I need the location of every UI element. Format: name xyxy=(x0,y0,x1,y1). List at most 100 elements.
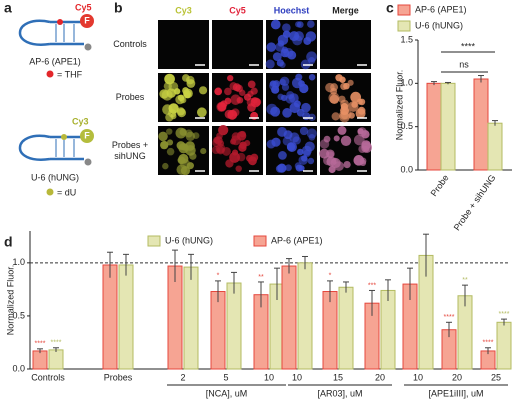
cell xyxy=(304,141,315,152)
x-tick-label: Probe xyxy=(429,173,451,198)
cell xyxy=(358,98,366,106)
annotation: ns xyxy=(459,59,469,69)
cell xyxy=(227,74,234,82)
x-tick-label: Probes xyxy=(104,372,133,382)
cell xyxy=(178,142,189,154)
bar xyxy=(322,291,338,370)
cell xyxy=(236,96,244,104)
cell xyxy=(225,159,234,168)
cell xyxy=(166,147,175,156)
cell xyxy=(158,131,168,142)
cell xyxy=(246,154,254,162)
cell xyxy=(305,31,317,42)
significance-label: **** xyxy=(35,341,46,348)
cell xyxy=(244,140,251,147)
cell xyxy=(159,89,169,99)
cell xyxy=(343,160,351,169)
cell xyxy=(308,133,316,141)
probe-diagram xyxy=(18,129,94,196)
cell xyxy=(279,78,286,86)
cell xyxy=(289,102,301,114)
cell xyxy=(298,80,305,87)
bar xyxy=(118,264,134,370)
cell xyxy=(186,79,196,88)
bar xyxy=(440,82,456,171)
cell xyxy=(282,30,291,39)
bar xyxy=(226,282,242,370)
significance-label: * xyxy=(217,273,220,280)
cell xyxy=(277,93,284,100)
cell xyxy=(239,89,246,96)
cell xyxy=(279,61,286,68)
x-tick-label: 10 xyxy=(264,372,274,382)
cell xyxy=(348,112,355,119)
cell xyxy=(270,106,281,117)
significance-label: ** xyxy=(462,277,468,284)
cell xyxy=(325,82,335,93)
panel-label: a xyxy=(4,0,12,16)
x-tick-label: 20 xyxy=(375,372,385,382)
cell xyxy=(278,151,287,160)
cell xyxy=(330,157,341,169)
cell xyxy=(166,139,174,146)
panel-label: d xyxy=(4,234,13,250)
cell xyxy=(216,132,223,140)
cell xyxy=(271,137,281,147)
cell xyxy=(253,98,262,106)
bar xyxy=(473,78,489,171)
cell xyxy=(224,97,232,105)
cell xyxy=(297,148,304,156)
cell xyxy=(246,97,256,107)
cell xyxy=(347,101,359,112)
x-tick-label: Controls xyxy=(31,372,65,382)
cell xyxy=(286,142,296,151)
dye-label: Cy5 xyxy=(75,2,92,12)
cell xyxy=(164,73,175,85)
cell xyxy=(162,162,169,170)
group-label: [AR03], uM xyxy=(317,388,362,398)
x-tick-label: Probe + sihUNG xyxy=(452,173,498,233)
cell xyxy=(247,80,256,89)
cell xyxy=(270,19,281,30)
cell xyxy=(308,73,316,81)
cell xyxy=(282,108,292,118)
significance-label: **** xyxy=(483,340,494,347)
cell xyxy=(296,21,304,28)
legend-swatch xyxy=(397,4,411,16)
cell xyxy=(361,130,370,139)
cell xyxy=(224,87,232,96)
cell xyxy=(339,110,349,120)
cell xyxy=(292,136,301,145)
legend-label: AP-6 (APE1) xyxy=(271,235,323,245)
bar xyxy=(102,264,118,370)
cell xyxy=(327,151,334,158)
cell xyxy=(265,59,275,69)
x-tick-label: 25 xyxy=(491,372,501,382)
x-tick-label: 20 xyxy=(452,372,462,382)
bar xyxy=(183,266,199,370)
cell xyxy=(182,74,190,82)
cell xyxy=(340,135,352,146)
probe-diagram xyxy=(18,14,94,78)
cell xyxy=(285,164,292,172)
cell xyxy=(231,108,240,117)
significance-label: ** xyxy=(258,274,264,281)
y-tick-label: 0.5 xyxy=(12,310,25,320)
x-tick-label: 15 xyxy=(333,372,343,382)
bar xyxy=(48,349,64,370)
cell xyxy=(183,91,191,99)
row-label: Controls xyxy=(113,38,147,49)
cell xyxy=(289,31,300,42)
cell xyxy=(277,126,287,137)
legend-label: U-6 (hUNG) xyxy=(415,20,463,30)
probe-name: U-6 (hUNG) xyxy=(31,172,79,182)
cell xyxy=(319,139,330,149)
cell xyxy=(298,155,308,165)
cell xyxy=(350,91,362,103)
cell xyxy=(200,148,207,155)
cell xyxy=(166,88,176,98)
cell xyxy=(337,126,347,135)
cell xyxy=(280,48,290,58)
cell xyxy=(215,143,226,154)
